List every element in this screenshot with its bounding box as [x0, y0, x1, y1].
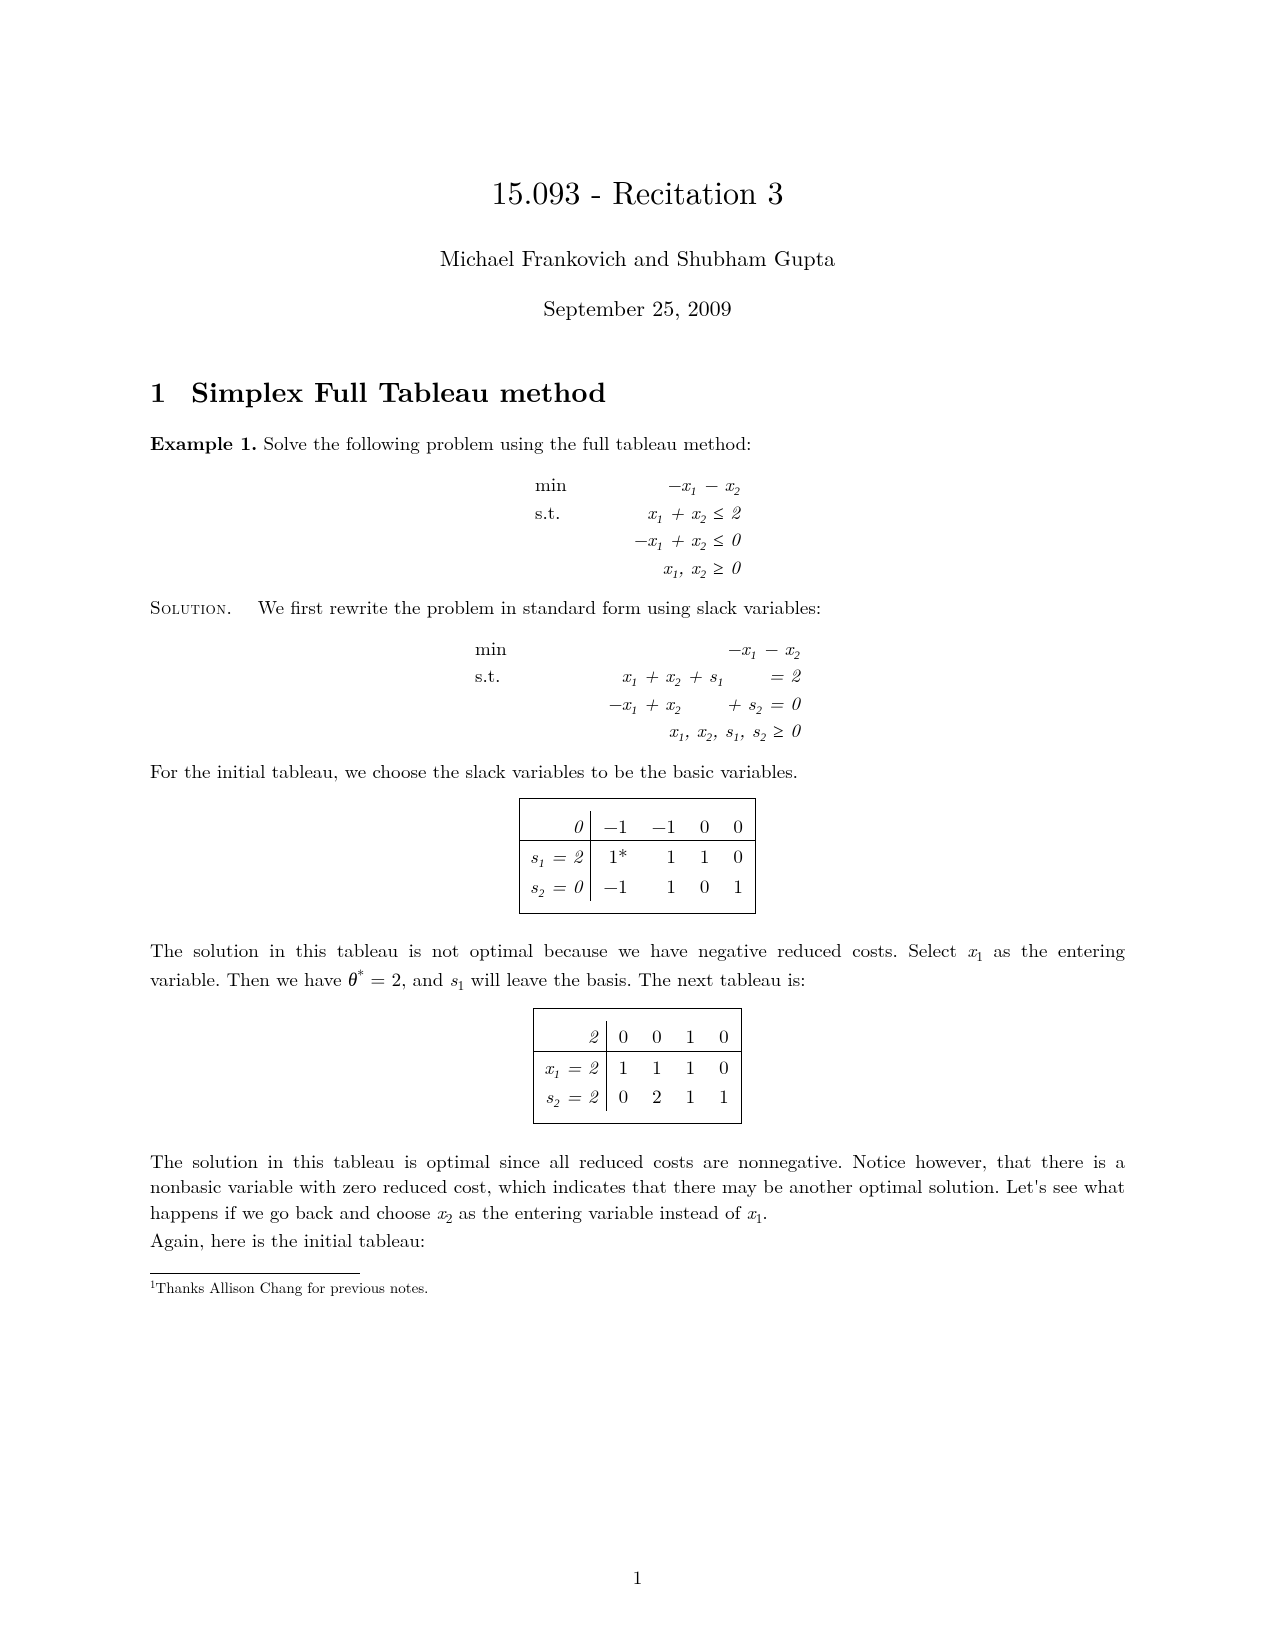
t2-r1-c2: 1 — [674, 1051, 708, 1081]
footnote-text: Thanks Allison Chang for previous notes. — [155, 1277, 428, 1298]
lp2-obj: −x₁ − x₂ — [530, 634, 800, 662]
doc-date: September 25, 2009 — [150, 293, 1125, 323]
tableau1-holder: 0 −1 −1 0 0 s₁ = 2 1* 1 1 0 s₂ = 0 −1 1 — [150, 798, 1125, 920]
t1-r0-c1: −1 — [640, 811, 688, 841]
t1-r1-c2: 1 — [688, 841, 722, 871]
doc-title: 15.093 - Recitation 3 — [150, 170, 1125, 213]
tableau2-row1: x₁ = 2 1 1 1 0 — [534, 1051, 740, 1081]
t1-r0-c3: 0 — [721, 811, 755, 841]
t2-r0-c0: 0 — [606, 1021, 640, 1051]
t1-r2-c2: 0 — [688, 871, 722, 901]
lp1-c1: x₁ + x₂ ≤ 2 — [590, 498, 740, 526]
page-number: 1 — [0, 1564, 1275, 1590]
para-again: Again, here is the initial tableau: — [150, 1226, 425, 1253]
section-title: Simplex Full Tableau method — [191, 371, 606, 411]
lp1-obj: −x₁ − x₂ — [590, 470, 740, 498]
example-text: Solve the following problem using the fu… — [264, 429, 752, 456]
tableau2-row2: s₂ = 2 0 2 1 1 — [534, 1081, 740, 1111]
tableau1-row2: s₂ = 0 −1 1 0 1 — [520, 871, 755, 901]
lp2-nn: x₁, x₂, s₁, s₂ ≥ 0 — [530, 716, 800, 744]
t1-r1-label: s₁ = 2 — [520, 841, 591, 871]
para-not-optimal: The solution in this tableau is not opti… — [150, 937, 1125, 994]
t1-r2-label: s₂ = 0 — [520, 871, 591, 901]
t1-r0-c0: −1 — [591, 811, 640, 841]
lp2-st: s.t. — [475, 661, 530, 689]
t2-r0-c2: 1 — [674, 1021, 708, 1051]
lp2-c1: x₁ + x₂ + s₁ = 2 — [530, 661, 800, 689]
tableau2-holder: 2 0 0 1 0 x₁ = 2 1 1 1 0 s₂ = 2 0 2 — [150, 1008, 1125, 1130]
tableau2: 2 0 0 1 0 x₁ = 2 1 1 1 0 s₂ = 2 0 2 — [534, 1021, 740, 1111]
solution-para: Solution. We first rewrite the problem i… — [150, 594, 1125, 620]
t2-r0-c3: 0 — [707, 1021, 741, 1051]
lp1-min: min — [535, 470, 590, 498]
t2-r1-c0: 1 — [606, 1051, 640, 1081]
t2-r1-c3: 0 — [707, 1051, 741, 1081]
t1-r2-c0: −1 — [591, 871, 640, 901]
t1-r1-c0: 1* — [591, 841, 640, 871]
tableau1-row1: s₁ = 2 1* 1 1 0 — [520, 841, 755, 871]
lp-standard: min−x₁ − x₂ s.t.x₁ + x₂ + s₁ = 2 −x₁ + x… — [150, 634, 1125, 744]
footnote-rule — [150, 1273, 360, 1274]
t2-r0-c1: 0 — [640, 1021, 674, 1051]
t1-r0-label: 0 — [520, 811, 591, 841]
lp-original: min−x₁ − x₂ s.t.x₁ + x₂ ≤ 2 −x₁ + x₂ ≤ 0… — [150, 470, 1125, 580]
t1-r0-c2: 0 — [688, 811, 722, 841]
lp1-c2: −x₁ + x₂ ≤ 0 — [590, 525, 740, 553]
solution-label: Solution. — [150, 593, 232, 620]
page: 15.093 - Recitation 3 Michael Frankovich… — [0, 0, 1275, 1650]
section-number: 1 — [150, 373, 166, 411]
t2-r2-label: s₂ = 2 — [534, 1081, 606, 1111]
doc-authors: Michael Frankovich and Shubham Gupta — [150, 243, 1125, 273]
t1-r1-c3: 0 — [721, 841, 755, 871]
tableau1: 0 −1 −1 0 0 s₁ = 2 1* 1 1 0 s₂ = 0 −1 1 — [520, 811, 755, 901]
lp1-st: s.t. — [535, 498, 590, 526]
solution-intro: We first rewrite the problem in standard… — [258, 593, 822, 620]
para-optimal: The solution in this tableau is optimal … — [150, 1148, 1125, 1253]
t2-r1-label: x₁ = 2 — [534, 1051, 606, 1081]
footnote: 1Thanks Allison Chang for previous notes… — [150, 1278, 1125, 1298]
t1-r2-c3: 1 — [721, 871, 755, 901]
t2-r1-c1: 1 — [640, 1051, 674, 1081]
example-para: Example 1. Solve the following problem u… — [150, 430, 1125, 456]
tableau1-row0: 0 −1 −1 0 0 — [520, 811, 755, 841]
tableau2-row0: 2 0 0 1 0 — [534, 1021, 740, 1051]
example-label: Example 1. — [150, 428, 257, 456]
t2-r2-c3: 1 — [707, 1081, 741, 1111]
t1-r2-c1: 1 — [640, 871, 688, 901]
para-initial-tableau: For the initial tableau, we choose the s… — [150, 758, 1125, 784]
t1-r1-c1: 1 — [640, 841, 688, 871]
t2-r2-c0: 0 — [606, 1081, 640, 1111]
t2-r2-c2: 1 — [674, 1081, 708, 1111]
lp2-min: min — [475, 634, 530, 662]
lp1-nn: x₁, x₂ ≥ 0 — [590, 553, 740, 581]
t2-r0-label: 2 — [534, 1021, 606, 1051]
lp2-c2: −x₁ + x₂ + s₂ = 0 — [530, 689, 800, 717]
t2-r2-c1: 2 — [640, 1081, 674, 1111]
section-heading: 1 Simplex Full Tableau method — [150, 373, 1125, 411]
